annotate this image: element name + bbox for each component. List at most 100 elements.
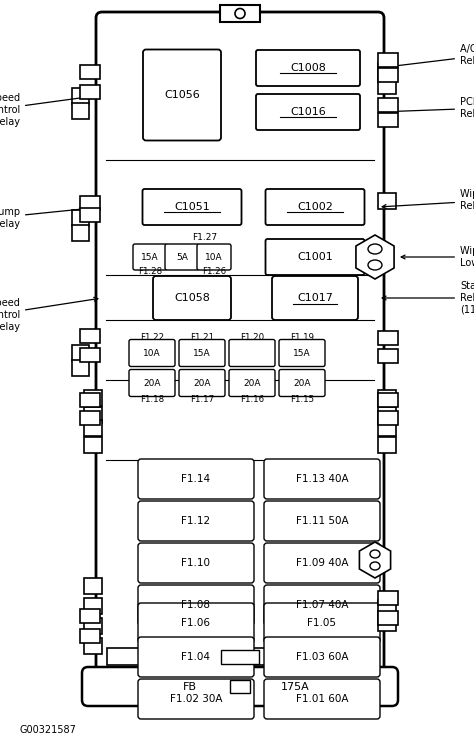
- FancyBboxPatch shape: [165, 244, 199, 270]
- Bar: [378, 349, 398, 363]
- Text: A/C Clutch
Relay: A/C Clutch Relay: [382, 44, 474, 69]
- Bar: [73, 225, 90, 241]
- Bar: [107, 648, 373, 665]
- Bar: [73, 345, 90, 361]
- Ellipse shape: [370, 562, 380, 570]
- Text: Fuel Pump
Relay: Fuel Pump Relay: [0, 206, 98, 229]
- Bar: [73, 210, 90, 226]
- Text: 20A: 20A: [143, 378, 161, 387]
- Text: Starter
Relay
(11450): Starter Relay (11450): [382, 282, 474, 315]
- FancyBboxPatch shape: [143, 189, 241, 225]
- Text: F1.20: F1.20: [240, 333, 264, 341]
- Text: C1016: C1016: [290, 107, 326, 117]
- Text: C1002: C1002: [297, 202, 333, 212]
- Text: C1051: C1051: [174, 202, 210, 212]
- Text: Low Speed
Fan Control
Relay: Low Speed Fan Control Relay: [0, 297, 98, 332]
- Bar: [378, 78, 396, 94]
- FancyBboxPatch shape: [138, 603, 254, 643]
- Bar: [80, 329, 100, 343]
- Text: 15A: 15A: [293, 349, 311, 358]
- Bar: [378, 615, 396, 631]
- FancyBboxPatch shape: [143, 50, 221, 140]
- Bar: [378, 407, 396, 423]
- Ellipse shape: [368, 244, 382, 254]
- Bar: [84, 390, 102, 406]
- Text: F1.05: F1.05: [308, 618, 337, 628]
- Text: F1.27: F1.27: [192, 234, 218, 242]
- Bar: [80, 208, 100, 222]
- Text: 5A: 5A: [176, 253, 188, 262]
- Text: F1.07 40A: F1.07 40A: [296, 600, 348, 610]
- Text: 20A: 20A: [293, 378, 311, 387]
- FancyBboxPatch shape: [264, 603, 380, 643]
- Ellipse shape: [370, 550, 380, 558]
- Text: C1058: C1058: [174, 293, 210, 303]
- Bar: [378, 193, 396, 209]
- Bar: [378, 390, 396, 406]
- Bar: [80, 348, 100, 362]
- FancyBboxPatch shape: [138, 501, 254, 541]
- Polygon shape: [356, 235, 394, 279]
- Bar: [221, 650, 259, 664]
- Bar: [378, 437, 396, 453]
- Bar: [378, 393, 398, 407]
- Bar: [80, 411, 100, 425]
- Bar: [378, 68, 398, 82]
- FancyBboxPatch shape: [96, 12, 384, 671]
- Text: G00321587: G00321587: [20, 725, 77, 735]
- Text: C1001: C1001: [297, 252, 333, 262]
- Text: F1.10: F1.10: [182, 558, 210, 568]
- Text: C1017: C1017: [297, 293, 333, 303]
- Text: 10A: 10A: [205, 253, 223, 262]
- Bar: [84, 420, 102, 436]
- FancyBboxPatch shape: [138, 459, 254, 499]
- Text: 20A: 20A: [243, 378, 261, 387]
- FancyBboxPatch shape: [279, 339, 325, 367]
- Bar: [220, 5, 260, 22]
- Bar: [73, 360, 90, 376]
- Bar: [84, 407, 102, 423]
- Text: F1.28: F1.28: [138, 268, 162, 276]
- Text: PCM Power
Relay: PCM Power Relay: [382, 98, 474, 119]
- Bar: [80, 65, 100, 79]
- Text: F1.09 40A: F1.09 40A: [296, 558, 348, 568]
- Polygon shape: [359, 542, 391, 578]
- FancyBboxPatch shape: [265, 239, 365, 275]
- Text: C1008: C1008: [290, 63, 326, 73]
- Text: F1.06: F1.06: [182, 618, 210, 628]
- Bar: [84, 598, 102, 614]
- FancyBboxPatch shape: [133, 244, 167, 270]
- Text: F1.26: F1.26: [202, 268, 226, 276]
- Text: C1056: C1056: [164, 90, 200, 100]
- Bar: [80, 85, 100, 99]
- Bar: [378, 98, 398, 112]
- Text: F1.16: F1.16: [240, 395, 264, 403]
- Text: 10A: 10A: [143, 349, 161, 358]
- Bar: [378, 53, 398, 67]
- Text: F1.03 60A: F1.03 60A: [296, 652, 348, 662]
- Bar: [378, 591, 398, 605]
- Text: F1.22: F1.22: [140, 333, 164, 341]
- Text: Wiper Run/Park
Relay: Wiper Run/Park Relay: [382, 189, 474, 211]
- FancyBboxPatch shape: [264, 459, 380, 499]
- Text: F1.18: F1.18: [140, 395, 164, 403]
- Text: F1.17: F1.17: [190, 395, 214, 403]
- FancyBboxPatch shape: [264, 543, 380, 583]
- FancyBboxPatch shape: [264, 637, 380, 677]
- Bar: [73, 88, 90, 104]
- Text: 15A: 15A: [193, 349, 211, 358]
- Bar: [378, 113, 398, 127]
- FancyBboxPatch shape: [153, 276, 231, 320]
- FancyBboxPatch shape: [256, 94, 360, 130]
- FancyBboxPatch shape: [265, 189, 365, 225]
- Bar: [230, 680, 250, 693]
- FancyBboxPatch shape: [264, 679, 380, 719]
- Text: F1.11 50A: F1.11 50A: [296, 516, 348, 526]
- Bar: [378, 600, 396, 616]
- Bar: [378, 611, 398, 625]
- Text: F1.02 30A: F1.02 30A: [170, 694, 222, 704]
- Text: High Speed
Fan Control
Relay: High Speed Fan Control Relay: [0, 93, 98, 126]
- FancyBboxPatch shape: [229, 370, 275, 397]
- Text: F1.13 40A: F1.13 40A: [296, 474, 348, 484]
- FancyBboxPatch shape: [229, 339, 275, 367]
